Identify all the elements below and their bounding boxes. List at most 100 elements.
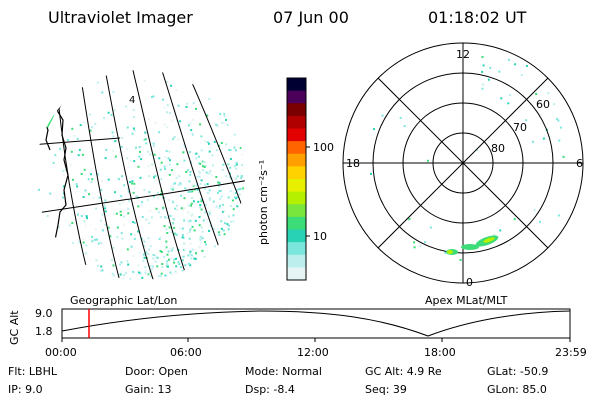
emission-pixel	[78, 148, 81, 151]
emission-pixel	[166, 260, 169, 263]
emission-pixel	[188, 180, 191, 183]
emission-pixel	[102, 229, 104, 232]
emission-pixel	[137, 271, 140, 274]
emission-pixel	[138, 155, 141, 158]
emission-pixel	[133, 237, 136, 240]
emission-pixel	[241, 153, 244, 156]
emission-pixel	[222, 163, 225, 166]
emission-pixel	[141, 201, 144, 204]
emission-pixel	[71, 178, 74, 181]
emission-pixel	[99, 219, 102, 222]
emission-pixel	[189, 242, 192, 245]
emission-pixel	[88, 193, 90, 196]
emission-pixel	[122, 223, 125, 226]
geographic-map: 4	[35, 70, 245, 280]
emission-pixel	[152, 254, 155, 256]
emission-pixel	[429, 226, 432, 229]
emission-pixel	[163, 123, 166, 126]
emission-pixel	[82, 241, 85, 244]
emission-pixel	[112, 135, 115, 138]
emission-pixel	[228, 224, 230, 227]
emission-pixel	[205, 243, 207, 246]
emission-pixel	[509, 94, 512, 96]
emission-pixel	[169, 271, 172, 274]
emission-pixel	[168, 198, 171, 201]
emission-pixel	[182, 259, 184, 262]
emission-pixel	[112, 264, 115, 267]
emission-pixel	[173, 261, 176, 264]
emission-pixel	[208, 192, 210, 195]
emission-pixel	[112, 246, 115, 249]
time-tick-2359: 23:59	[555, 346, 587, 359]
emission-pixel	[174, 182, 176, 185]
colorbar-swatch	[287, 267, 306, 281]
emission-pixel	[138, 146, 141, 149]
info-flt: Flt: LBHL	[8, 365, 57, 378]
emission-pixel	[154, 254, 157, 257]
emission-pixel	[419, 244, 422, 247]
emission-pixel	[197, 200, 200, 203]
emission-pixel	[165, 246, 168, 249]
emission-pixel	[194, 219, 197, 222]
emission-pixel	[83, 121, 86, 124]
emission-pixel	[235, 167, 238, 170]
emission-pixel	[155, 256, 158, 259]
emission-pixel	[103, 204, 106, 207]
emission-pixel	[143, 240, 146, 243]
emission-pixel	[190, 254, 193, 257]
emission-pixel	[153, 153, 156, 156]
emission-pixel	[183, 219, 186, 222]
emission-pixel	[206, 183, 209, 185]
emission-pixel	[133, 187, 136, 190]
emission-pixel	[152, 257, 155, 260]
emission-pixel	[113, 212, 116, 215]
emission-pixel	[100, 265, 103, 268]
emission-pixel	[170, 231, 173, 233]
emission-pixel	[126, 260, 129, 263]
emission-pixel	[184, 264, 187, 267]
emission-pixel	[152, 265, 154, 268]
emission-pixel	[206, 191, 209, 194]
emission-pixel	[151, 163, 154, 166]
emission-pixel	[177, 104, 180, 107]
emission-pixel	[132, 221, 135, 224]
emission-pixel	[139, 150, 141, 153]
emission-pixel	[220, 227, 223, 230]
emission-pixel	[104, 157, 107, 160]
emission-pixel	[133, 221, 136, 224]
emission-pixel	[187, 211, 190, 214]
emission-pixel	[195, 184, 198, 187]
emission-pixel	[190, 202, 193, 205]
emission-pixel	[104, 210, 107, 213]
emission-pixel	[220, 142, 223, 144]
emission-pixel	[181, 227, 184, 230]
emission-pixel	[133, 129, 136, 132]
emission-pixel	[239, 187, 242, 190]
info-door: Door: Open	[125, 365, 188, 378]
emission-pixel	[424, 241, 426, 244]
emission-pixel	[206, 218, 209, 221]
emission-pixel	[187, 204, 190, 207]
emission-pixel	[173, 226, 176, 229]
emission-pixel	[97, 242, 100, 245]
emission-pixel	[204, 210, 207, 213]
emission-pixel	[192, 200, 195, 203]
emission-pixel	[139, 272, 142, 275]
emission-pixel	[163, 106, 166, 109]
emission-pixel	[180, 207, 183, 210]
emission-pixel	[186, 169, 189, 172]
emission-pixel	[227, 228, 230, 231]
emission-pixel	[85, 215, 88, 218]
emission-pixel	[170, 249, 173, 252]
emission-pixel	[543, 134, 546, 137]
emission-pixel	[195, 152, 198, 155]
emission-pixel	[481, 56, 484, 58]
emission-pixel	[90, 173, 92, 176]
emission-pixel	[191, 196, 194, 199]
emission-pixel	[145, 269, 148, 272]
emission-pixel	[120, 146, 123, 148]
emission-pixel	[177, 138, 179, 141]
emission-pixel	[146, 198, 149, 201]
emission-pixel	[154, 122, 157, 125]
emission-pixel	[154, 175, 157, 177]
